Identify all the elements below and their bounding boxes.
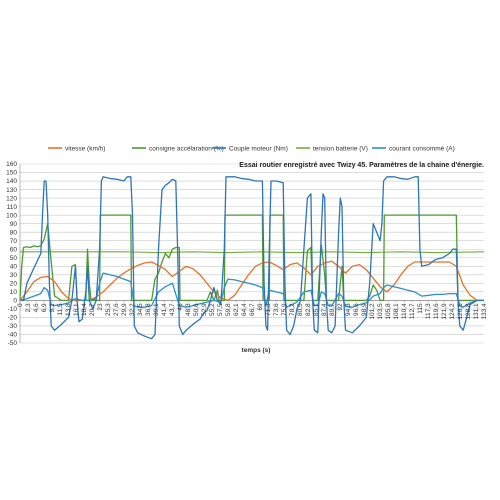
legend-label: Couple moteur (Nm) — [229, 146, 288, 153]
x-tick-label: 80,5 — [297, 303, 304, 316]
x-tick-label: 98,9 — [361, 303, 368, 316]
x-tick-label: 59,8 — [225, 303, 232, 316]
x-tick-label: 92 — [337, 303, 344, 311]
y-tick-label: 40 — [10, 263, 18, 270]
y-tick-label: 70 — [10, 238, 18, 245]
x-tick-label: 29,9 — [121, 303, 128, 316]
x-tick-label: 39,1 — [153, 303, 160, 316]
y-tick-label: 140 — [6, 178, 17, 185]
y-tick-label: -10 — [8, 306, 18, 313]
x-tick-label: 124,2 — [449, 303, 456, 320]
y-tick-label: 60 — [10, 246, 18, 253]
x-tick-label: 46 — [177, 303, 184, 311]
y-tick-label: 160 — [6, 161, 17, 168]
x-tick-label: 96,6 — [353, 303, 360, 316]
x-tick-label: 11,5 — [57, 303, 64, 316]
x-tick-label: 2,3 — [25, 303, 32, 312]
x-tick-label: 131,1 — [473, 303, 480, 320]
x-axis-title: temps (s) — [242, 347, 271, 354]
x-tick-label: 50,6 — [193, 303, 200, 316]
series-line-2 — [20, 176, 484, 340]
x-tick-label: 32,2 — [129, 303, 136, 316]
series-line-1 — [19, 214, 484, 302]
x-tick-label: 18,4 — [81, 303, 88, 316]
y-tick-label: -30 — [8, 323, 18, 330]
x-tick-label: 87,4 — [321, 303, 328, 316]
x-tick-label: 4,6 — [33, 303, 40, 312]
y-tick-label: -40 — [8, 332, 18, 339]
legend-label: tension batterie (V) — [313, 146, 368, 153]
chart-title: Essai routier enregistré avec Twizy 45. … — [239, 162, 484, 169]
x-tick-label: 119,6 — [433, 303, 440, 319]
x-tick-label: 66,7 — [249, 303, 256, 316]
x-tick-label: 55,2 — [209, 303, 216, 316]
y-tick-label: -20 — [8, 315, 18, 322]
x-tick-label: 71,3 — [265, 303, 272, 316]
x-tick-label: 103,5 — [377, 303, 384, 320]
x-tick-label: 25,3 — [105, 303, 112, 316]
x-tick-label: 13,8 — [65, 303, 72, 316]
x-tick-label: 73,6 — [273, 303, 280, 316]
y-tick-label: 0 — [13, 298, 17, 305]
x-tick-label: 41,4 — [161, 303, 168, 316]
x-tick-label: 101,2 — [369, 303, 376, 320]
x-axis-ticks: 0 2,3 4,6 6,9 9,2 11,5 13,8 16,1 18,4 20,7 23 25,3 2… — [17, 300, 488, 320]
y-tick-label: 120 — [6, 195, 17, 202]
legend-label: courant consommé (A) — [389, 146, 455, 153]
x-tick-label: 126,5 — [457, 303, 464, 320]
x-tick-label: 89,7 — [329, 303, 336, 316]
series-line-3 — [20, 251, 485, 254]
x-tick-label: 57,5 — [217, 303, 224, 316]
x-tick-label: 69 — [257, 303, 264, 311]
x-tick-label: 105,8 — [385, 303, 392, 320]
legend-label: consigne accélaration (%) — [149, 146, 224, 153]
y-tick-label: -50 — [8, 340, 18, 347]
y-tick-label: 80 — [10, 229, 18, 236]
x-tick-label: 34,5 — [137, 303, 144, 316]
x-tick-label: 64,4 — [241, 303, 248, 316]
series-line-4 — [19, 272, 484, 308]
x-tick-label: 133,4 — [481, 303, 488, 320]
x-tick-label: 78,2 — [289, 303, 296, 316]
x-tick-label: 62,1 — [233, 303, 240, 316]
x-tick-label: 6,9 — [41, 303, 48, 312]
x-tick-label: 9,2 — [49, 303, 56, 312]
y-tick-label: 150 — [6, 170, 17, 177]
y-tick-label: 50 — [10, 255, 18, 262]
x-tick-label: 128,8 — [465, 303, 472, 320]
legend: vitesse (km/h) consigne accélaration (%) C… — [48, 146, 455, 153]
x-tick-label: 36,8 — [145, 303, 152, 316]
x-tick-label: 48,3 — [185, 303, 192, 316]
y-tick-label: 90 — [10, 221, 18, 228]
y-tick-label: 100 — [6, 212, 17, 219]
x-tick-label: 115 — [417, 303, 424, 314]
x-tick-label: 108,1 — [393, 303, 400, 320]
x-tick-label: 94,3 — [345, 303, 352, 316]
x-tick-label: 121,9 — [441, 303, 448, 320]
y-tick-label: 20 — [10, 281, 18, 288]
y-tick-label: 10 — [10, 289, 18, 296]
x-tick-label: 85,1 — [313, 303, 320, 316]
x-tick-label: 82,8 — [305, 303, 312, 316]
y-tick-label: 30 — [10, 272, 18, 279]
x-tick-label: 52,9 — [201, 303, 208, 316]
x-tick-label: 43,7 — [169, 303, 176, 316]
x-tick-label: 117,3 — [425, 303, 432, 319]
y-tick-label: 130 — [6, 187, 17, 194]
x-tick-label: 27,6 — [113, 303, 120, 316]
x-tick-label: 0 — [17, 303, 24, 307]
x-tick-label: 23 — [97, 303, 104, 311]
series-layer — [19, 176, 485, 340]
x-tick-label: 16,1 — [73, 303, 80, 316]
y-tick-label: 110 — [7, 204, 18, 211]
x-tick-label: 75,9 — [281, 303, 288, 316]
x-tick-label: 20,7 — [89, 303, 96, 316]
x-tick-label: 112,7 — [409, 303, 416, 319]
x-tick-label: 110,4 — [401, 303, 408, 319]
legend-label: vitesse (km/h) — [65, 146, 105, 153]
